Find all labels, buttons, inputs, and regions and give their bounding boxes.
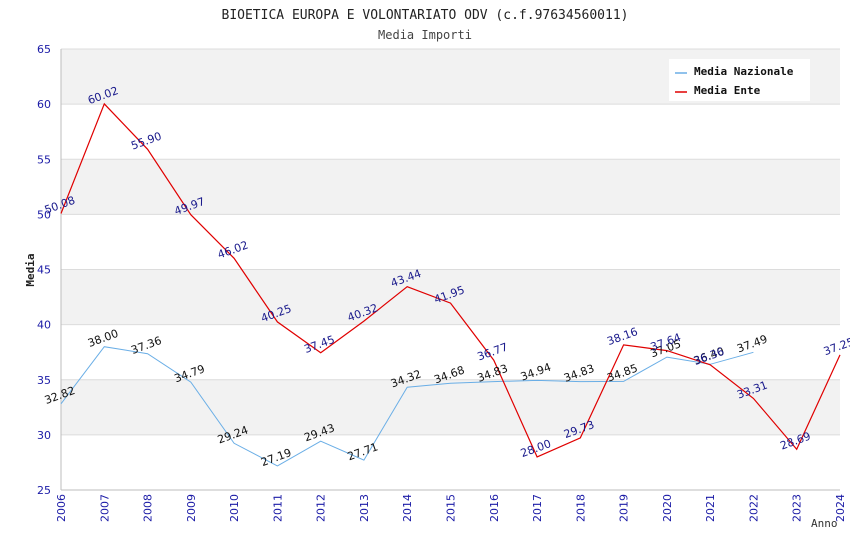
legend-label-ente: Media Ente <box>694 84 761 97</box>
legend-box <box>669 59 810 101</box>
x-tick-label: 2009 <box>185 494 198 522</box>
x-tick-label: 2022 <box>747 494 760 522</box>
x-tick-label: 2013 <box>358 494 371 522</box>
plot-band <box>61 269 840 325</box>
chart-subtitle: Media Importi <box>378 28 472 42</box>
y-tick-label: 35 <box>37 374 51 387</box>
x-tick-label: 2018 <box>574 494 587 522</box>
data-label-ente: 36.77 <box>476 340 510 363</box>
x-tick-label: 2020 <box>661 494 674 522</box>
x-tick-label: 2010 <box>228 494 241 522</box>
x-tick-label: 2024 <box>834 494 847 522</box>
axes <box>60 49 840 491</box>
y-tick-label: 55 <box>37 153 51 166</box>
data-label-nazionale: 38.00 <box>86 327 120 350</box>
plot-band <box>61 159 840 215</box>
x-tick-label: 2017 <box>531 494 544 522</box>
series-line-nazionale <box>60 346 754 467</box>
y-tick-label: 60 <box>37 98 51 111</box>
y-tick-label: 50 <box>37 208 51 221</box>
x-tick-label: 2015 <box>445 494 458 522</box>
y-tick-label: 45 <box>37 264 51 277</box>
y-tick-label: 25 <box>37 484 51 497</box>
legend-label-nazionale: Media Nazionale <box>694 65 794 78</box>
chart-title: BIOETICA EUROPA E VOLONTARIATO ODV (c.f.… <box>222 8 629 23</box>
legend: Media Nazionale Media Ente <box>669 59 810 101</box>
y-axis-label: Media <box>24 253 37 286</box>
data-label-ente: 37.25 <box>822 335 850 358</box>
plot-band <box>61 379 840 435</box>
data-label-ente: 38.16 <box>605 325 639 348</box>
data-label-nazionale: 37.49 <box>735 333 769 356</box>
x-tick-label: 2016 <box>488 494 501 522</box>
x-axis-ticks: 2006 2007 2008 2009 2010 2011 2012 2013 2014 2015… <box>55 494 847 522</box>
y-tick-label: 40 <box>37 319 51 332</box>
x-tick-label: 2019 <box>618 494 631 522</box>
y-axis-ticks: 25 30 35 40 45 50 55 60 65 <box>37 43 51 497</box>
x-tick-label: 2007 <box>98 494 111 522</box>
y-tick-label: 65 <box>37 43 51 56</box>
data-label-ente: 46.02 <box>216 238 250 261</box>
data-label-ente: 55.90 <box>129 130 163 153</box>
y-tick-label: 30 <box>37 429 51 442</box>
x-tick-label: 2023 <box>791 494 804 522</box>
series-line-ente <box>60 102 841 458</box>
series-lines <box>60 102 841 467</box>
data-label-ente: 28.00 <box>519 437 553 460</box>
x-tick-label: 2012 <box>315 494 328 522</box>
x-tick-label: 2014 <box>401 494 414 522</box>
plot-bands <box>61 49 840 435</box>
x-tick-label: 2006 <box>55 494 68 522</box>
grid-lines <box>61 48 840 436</box>
x-tick-label: 2021 <box>704 494 717 522</box>
x-tick-label: 2008 <box>142 494 155 522</box>
x-axis-label: Anno <box>811 517 838 530</box>
x-tick-label: 2011 <box>271 494 284 522</box>
